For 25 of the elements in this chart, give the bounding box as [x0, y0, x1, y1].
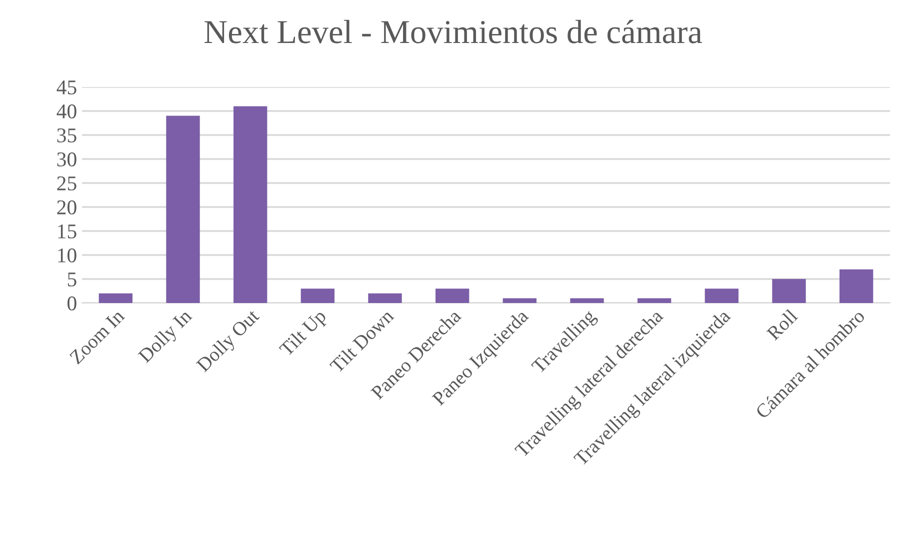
bar: [98, 293, 132, 303]
bar: [436, 288, 470, 303]
y-tick-label: 30: [57, 152, 76, 166]
bar: [166, 116, 200, 303]
bar: [570, 298, 604, 303]
bar: [840, 269, 874, 303]
bar: [638, 298, 672, 303]
bar: [368, 293, 402, 303]
bar: [704, 288, 738, 303]
x-tick-label: Tilt Up: [278, 308, 330, 360]
y-tick-label: 45: [56, 80, 76, 94]
y-tick-label: 10: [58, 248, 76, 262]
y-tick-label: 40: [56, 104, 76, 118]
y-tick-label: 15: [58, 224, 76, 238]
y-tick-label: 5: [68, 272, 76, 286]
y-tick-label: 25: [57, 176, 76, 190]
chart-title: Next Level - Movimientos de cámara: [204, 20, 702, 44]
bar: [502, 298, 536, 303]
y-tick-label: 0: [68, 296, 76, 310]
bar: [300, 288, 334, 303]
bar: [234, 106, 268, 303]
x-tick-label: Roll: [766, 308, 798, 341]
y-tick-label: 20: [57, 200, 76, 214]
bar: [772, 279, 806, 303]
y-tick-label: 35: [57, 128, 76, 142]
